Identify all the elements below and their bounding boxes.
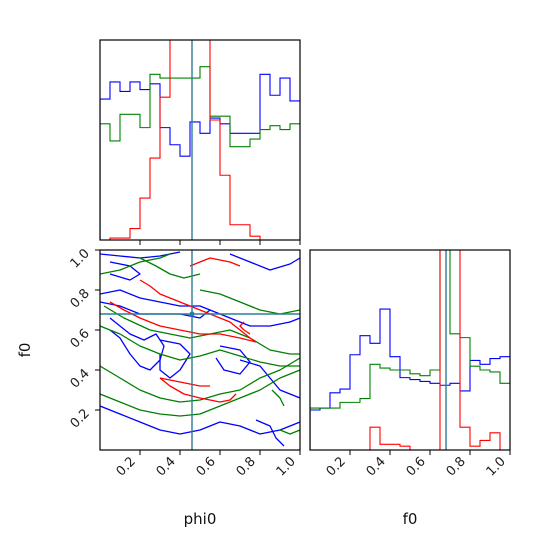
contour-green-8 (271, 389, 285, 407)
phi0-hist-green-series (100, 66, 300, 240)
contour-red-2 (159, 377, 237, 403)
contour-red-3 (159, 377, 210, 387)
contour-blue-10 (255, 419, 285, 447)
f0-ytick-label: 0.6 (68, 326, 93, 351)
x-axis-label-phi0: phi0 (184, 510, 217, 528)
contour-blue-6 (159, 339, 191, 379)
f0-ytick-label: 0.8 (68, 286, 93, 311)
phi0-xtick-label: 0.8 (234, 454, 259, 479)
contour-green-3 (100, 357, 300, 403)
f0-hist-xtick-label: 0.8 (444, 454, 469, 479)
contour-green-2 (100, 325, 300, 367)
phi0-xtick-label: 0.6 (194, 454, 219, 479)
contour-green-1 (103, 305, 300, 355)
contour-blue-4 (209, 309, 300, 327)
contour-red-5 (239, 321, 251, 335)
contour-red-1 (109, 301, 257, 343)
truth-point (189, 311, 195, 317)
phi0-f0-contour-panel: 0.2 0.4 0.6 0.8 1.0 0.2 0.4 0.6 0.8 1.0 (68, 246, 301, 479)
y-axis-label-f0: f0 (16, 343, 34, 358)
x-axis-label-f0: f0 (403, 510, 418, 528)
f0-frame (309, 249, 511, 451)
f0-hist-xtick-label: 0.2 (324, 454, 349, 479)
f0-hist-blue-series (310, 308, 510, 450)
phi0-hist-red-series (100, 40, 300, 240)
f0-ytick-label: 0.2 (68, 406, 93, 431)
f0-hist-green-series (310, 250, 510, 450)
contour-green-4 (100, 369, 300, 417)
f0-hist-xtick-label: 0.6 (404, 454, 429, 479)
f0-ytick-label: 0.4 (68, 366, 93, 391)
phi0-frame (99, 39, 301, 241)
contour-blue-7 (100, 405, 300, 435)
axis-labels: phi0 f0 f0 (16, 343, 417, 528)
phi0-xtick-label: 0.4 (154, 454, 179, 479)
contour-green-5 (139, 257, 201, 279)
phi0-hist-blue-series (100, 73, 300, 240)
contour-blue-3 (229, 253, 300, 271)
contour-red-0 (139, 279, 257, 343)
contour-blue-1 (109, 261, 141, 281)
histogram-phi0-panel (99, 39, 301, 245)
f0-ytick-label: 1.0 (68, 246, 93, 271)
histogram-f0-panel: 0.2 0.4 0.6 0.8 1.0 (309, 249, 511, 479)
contour-green-6 (199, 289, 300, 315)
contour-blue-8 (239, 359, 300, 399)
f0-hist-xtick-label: 1.0 (484, 454, 509, 479)
contour-green-0 (100, 253, 171, 275)
phi0-xtick-label: 0.2 (114, 454, 139, 479)
phi0-xtick-label: 1.0 (274, 454, 299, 479)
f0-hist-xtick-label: 0.4 (364, 454, 389, 479)
joint-frame (99, 249, 301, 451)
f0-hist-red-series (310, 250, 510, 450)
contour-blue-9 (215, 345, 251, 375)
contour-red-4 (189, 257, 241, 267)
contour-green-7 (279, 429, 300, 435)
